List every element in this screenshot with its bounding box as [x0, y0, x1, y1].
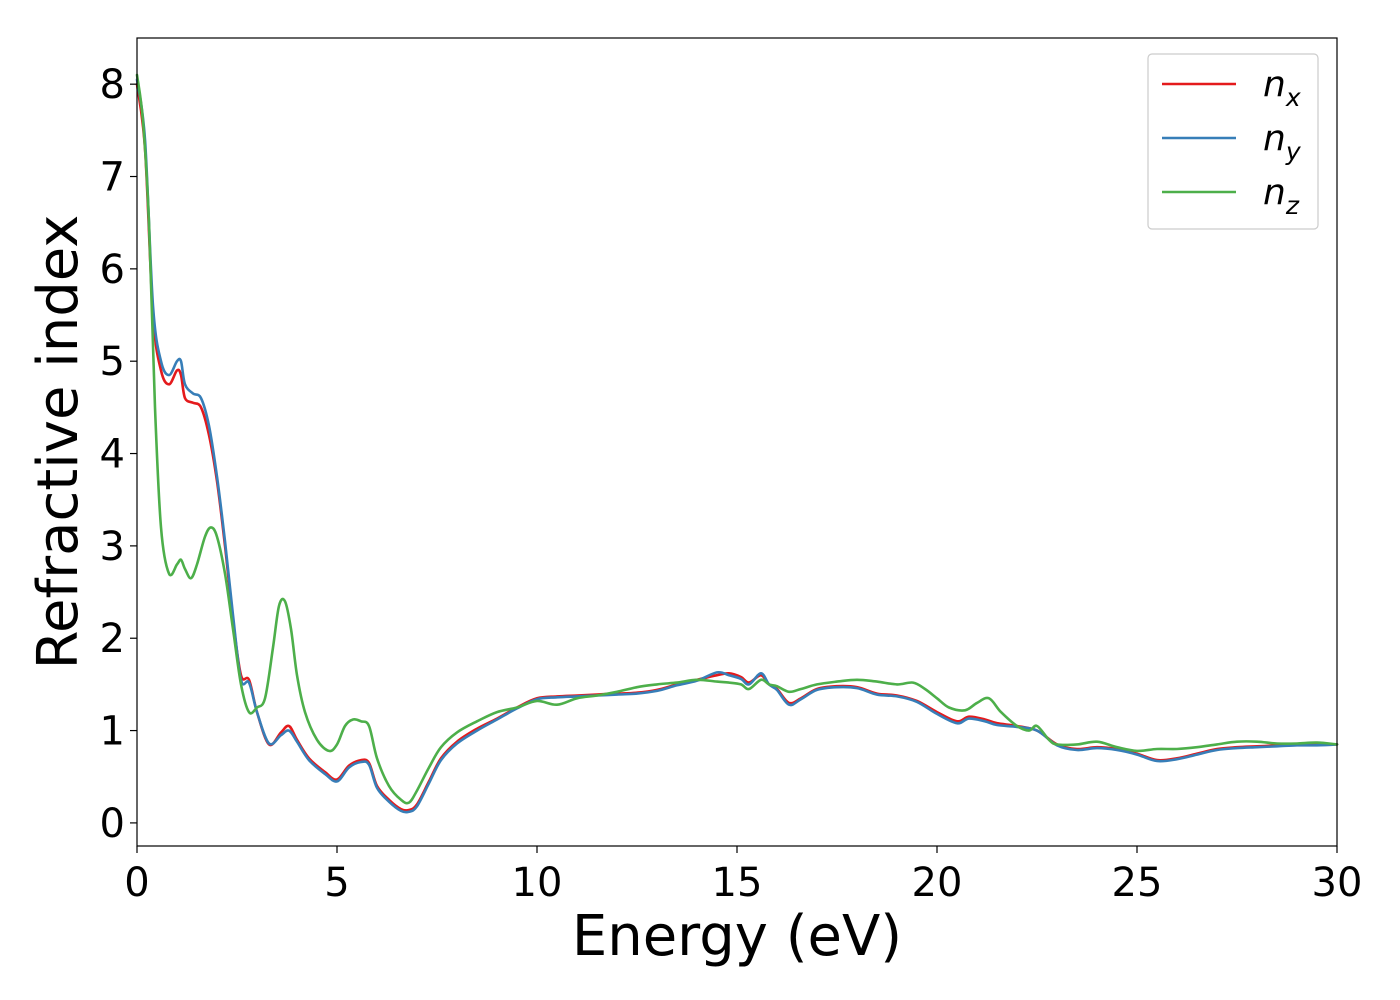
- series-line-nz: [135, 73, 1339, 805]
- y-tick-label: 4: [100, 432, 125, 478]
- legend-frame: [1147, 53, 1319, 230]
- x-tick-label: 30: [1312, 860, 1363, 906]
- legend: nx ny nz: [1147, 53, 1319, 230]
- y-tick-label: 5: [100, 339, 125, 385]
- x-tick-label: 0: [124, 860, 149, 906]
- x-tick-label: 5: [324, 860, 349, 906]
- y-tick-label: 7: [100, 155, 125, 201]
- y-tick-label: 3: [100, 524, 125, 570]
- x-axis-title: Energy (eV): [572, 904, 902, 969]
- y-axis: 0 1 2 3 4 5 6 7 8: [100, 62, 137, 847]
- plot-background: [137, 38, 1337, 846]
- y-axis-title: Refractive index: [26, 215, 91, 670]
- y-tick-label: 1: [100, 709, 125, 755]
- x-tick-label: 15: [712, 860, 763, 906]
- y-tick-label: 0: [100, 801, 125, 847]
- legend-label-nx: nx: [1263, 64, 1301, 112]
- y-tick-label: 8: [100, 62, 125, 108]
- legend-label-nz: nz: [1263, 172, 1300, 220]
- legend-label-ny: ny: [1263, 118, 1302, 166]
- series-layer: [135, 73, 1339, 814]
- y-tick-label: 6: [100, 247, 125, 293]
- x-tick-label: 10: [512, 860, 563, 906]
- y-tick-label: 2: [100, 616, 125, 662]
- x-axis: 0 5 10 15 20 25 30: [124, 846, 1362, 906]
- x-tick-label: 25: [1112, 860, 1163, 906]
- x-tick-label: 20: [912, 860, 963, 906]
